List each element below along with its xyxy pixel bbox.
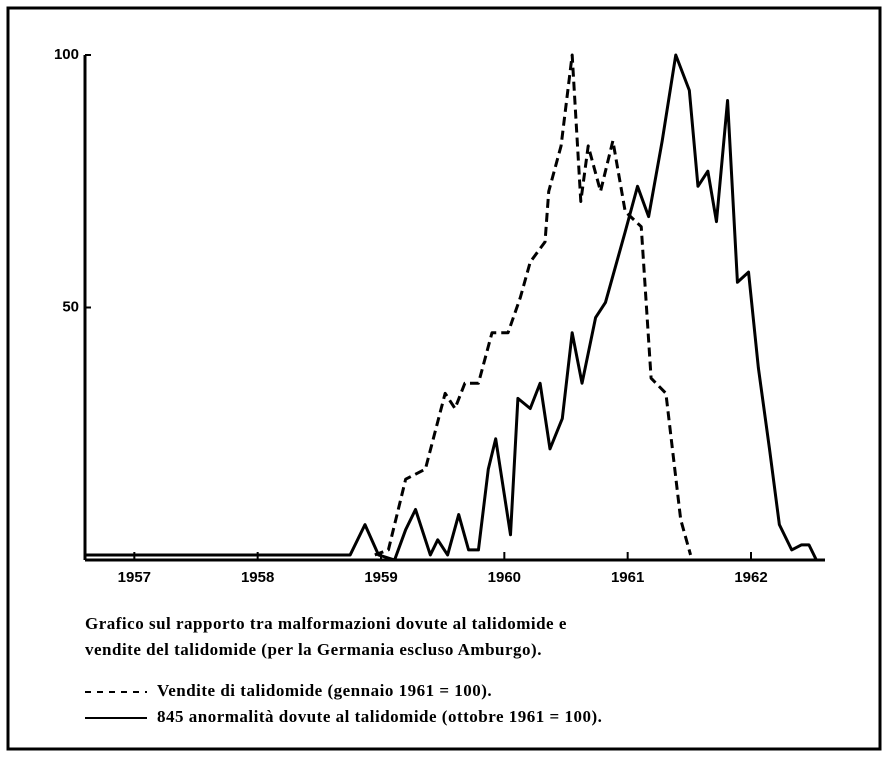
legend-label: Vendite di talidomide (gennaio 1961 = 10… [157, 681, 492, 700]
y-tick-label: 100 [54, 46, 79, 63]
x-tick-label: 1958 [241, 569, 274, 586]
frame [6, 6, 882, 751]
caption-line: Grafico sul rapporto tra malformazioni d… [85, 614, 567, 633]
x-tick-label: 1959 [364, 569, 397, 586]
data-line [83, 53, 818, 562]
y-tick-label: 50 [62, 298, 79, 315]
legend-label: 845 anormalità dovute al talidomide (ott… [157, 707, 602, 726]
x-tick-label: 1960 [488, 569, 521, 586]
x-tick-label: 1961 [611, 569, 644, 586]
data-line [374, 53, 693, 557]
x-tick-label: 1957 [118, 569, 151, 586]
caption-line: vendite del talidomide (per la Germania … [85, 640, 542, 659]
x-tick-label: 1962 [734, 569, 767, 586]
